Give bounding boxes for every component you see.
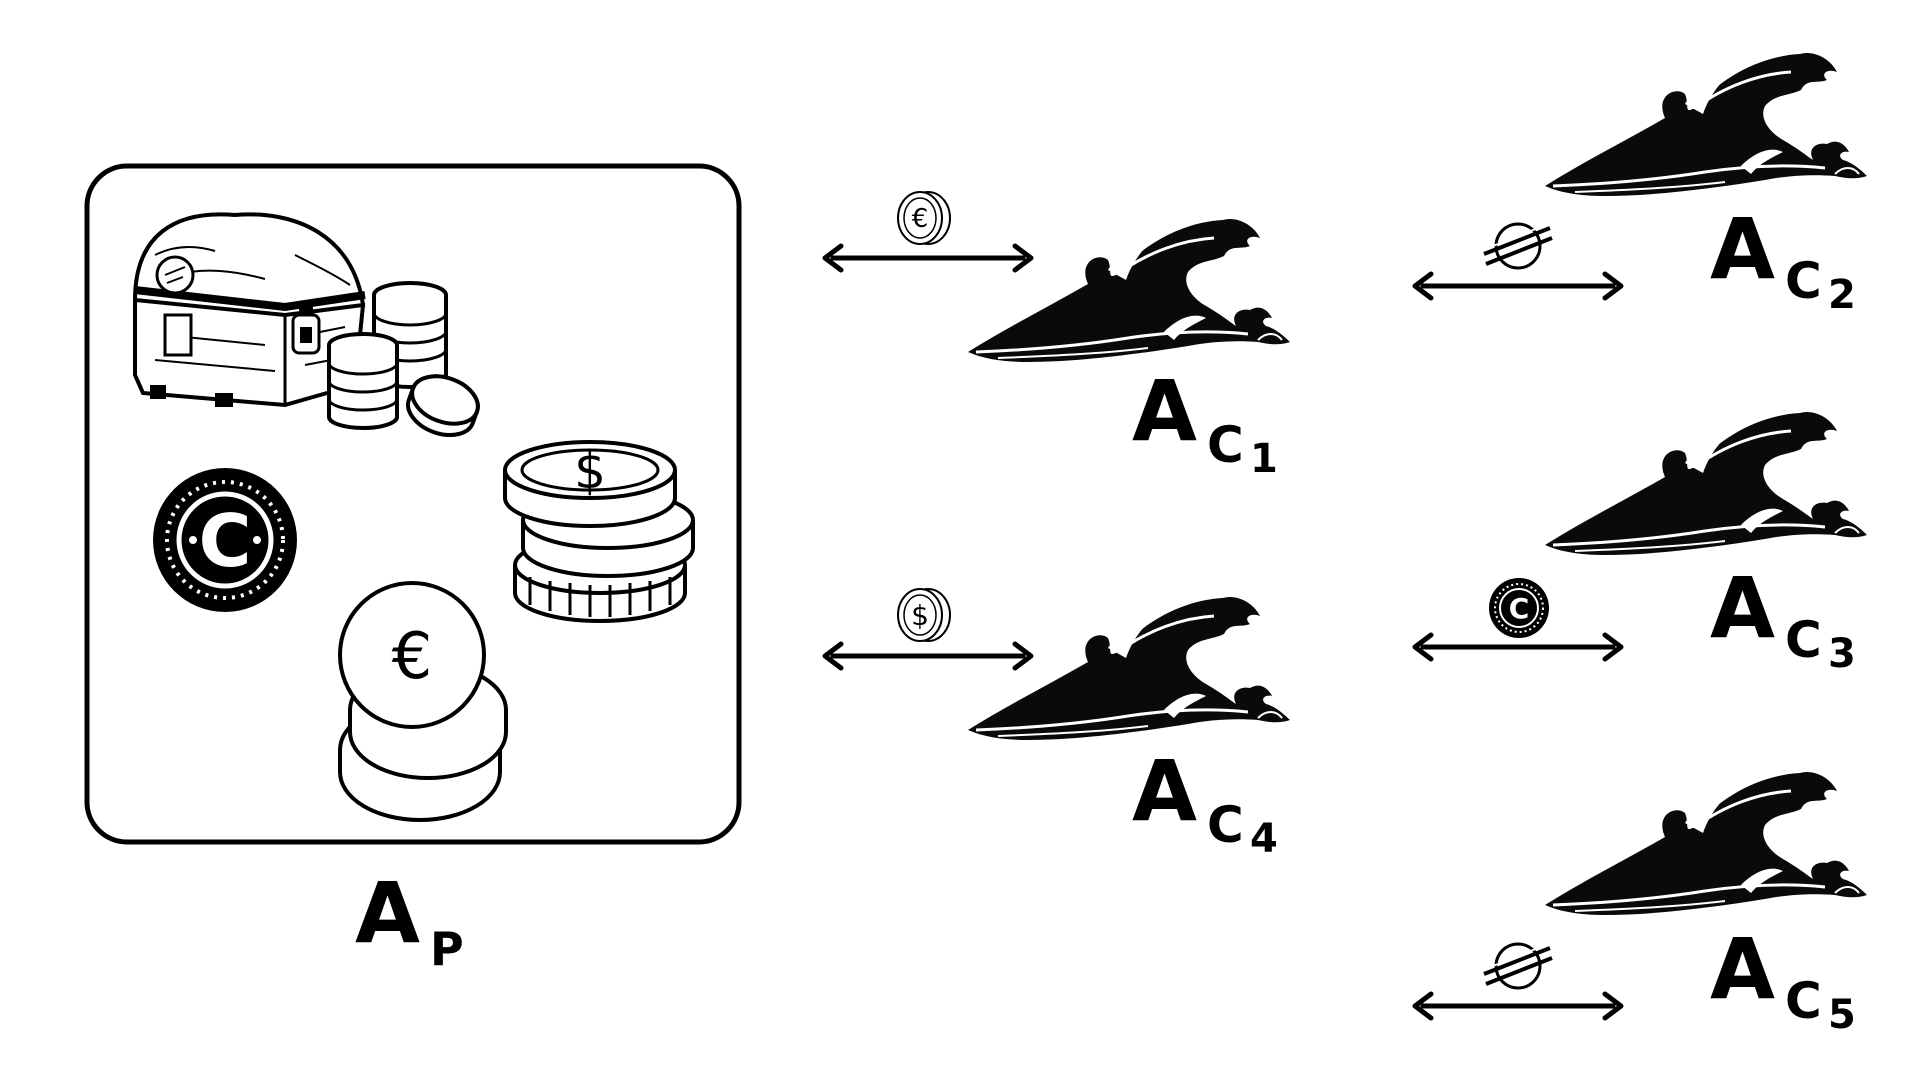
label-c3-index: 3: [1828, 631, 1856, 677]
pool-group: C $ € A P: [84, 163, 742, 976]
double-arrow-c5: [1415, 994, 1621, 1018]
channel-c5: A C 5: [1415, 770, 1869, 1038]
token-euro-coin-icon: €: [897, 191, 951, 245]
label-c3-main: A: [1710, 559, 1775, 657]
label-c2-main: A: [1710, 200, 1775, 298]
token-stellar-icon-c5: [1482, 942, 1554, 990]
label-c5: A C 5: [1710, 920, 1856, 1038]
token-cardano-symbol: C: [1509, 592, 1530, 625]
token-stellar-icon-c2: [1482, 222, 1554, 270]
pool-label-sub: P: [430, 922, 464, 976]
label-c1-index: 1: [1250, 436, 1278, 482]
pool-label: A P: [355, 864, 464, 976]
euro-coin-stack-icon: €: [338, 581, 508, 822]
pool-box: [84, 163, 742, 845]
euro-symbol: €: [392, 620, 433, 694]
label-c4-letter: C: [1207, 796, 1244, 854]
label-c2: A C 2: [1710, 200, 1856, 318]
channel-c3: C A C 3: [1415, 410, 1869, 677]
double-arrow-c2: [1415, 274, 1621, 298]
cardano-coin-symbol: C: [199, 499, 252, 583]
label-c4: A C 4: [1132, 742, 1278, 862]
label-c2-index: 2: [1828, 272, 1856, 318]
label-c2-letter: C: [1785, 252, 1822, 310]
loose-coin-icon: [406, 374, 480, 437]
label-c1-main: A: [1132, 362, 1197, 460]
treasure-chest-icon: [132, 212, 366, 408]
token-cardano-coin-icon: C: [1489, 578, 1549, 638]
wave-icon-c1: [966, 217, 1292, 364]
label-c3: A C 3: [1710, 559, 1856, 677]
label-c1-letter: C: [1207, 416, 1244, 474]
label-c4-index: 4: [1250, 816, 1278, 862]
label-c3-letter: C: [1785, 611, 1822, 669]
wave-icon-c3: [1543, 410, 1869, 557]
dollar-symbol: $: [574, 442, 606, 500]
dollar-coin-stack-icon: $: [503, 440, 695, 623]
channel-c2: A C 2: [1415, 51, 1869, 318]
token-dollar-coin-icon: $: [897, 588, 951, 642]
label-c1: A C 1: [1132, 362, 1278, 482]
wave-icon-c2: [1543, 51, 1869, 198]
label-c4-main: A: [1132, 742, 1197, 840]
channel-c1: € A C 1: [825, 191, 1292, 482]
label-c5-letter: C: [1785, 972, 1822, 1030]
coin-stack-small-icon: [327, 332, 399, 430]
double-arrow-c1: [825, 246, 1031, 270]
token-dollar-symbol: $: [911, 599, 929, 632]
channel-c4: $ A C 4: [825, 588, 1292, 862]
label-c5-main: A: [1710, 920, 1775, 1018]
cardano-coin-icon: C: [153, 468, 297, 612]
double-arrow-c4: [825, 644, 1031, 668]
double-arrow-c3: [1415, 635, 1621, 659]
wave-icon-c5: [1543, 770, 1869, 917]
token-euro-symbol: €: [912, 204, 929, 234]
pool-label-main: A: [355, 864, 420, 962]
label-c5-index: 5: [1828, 992, 1856, 1038]
